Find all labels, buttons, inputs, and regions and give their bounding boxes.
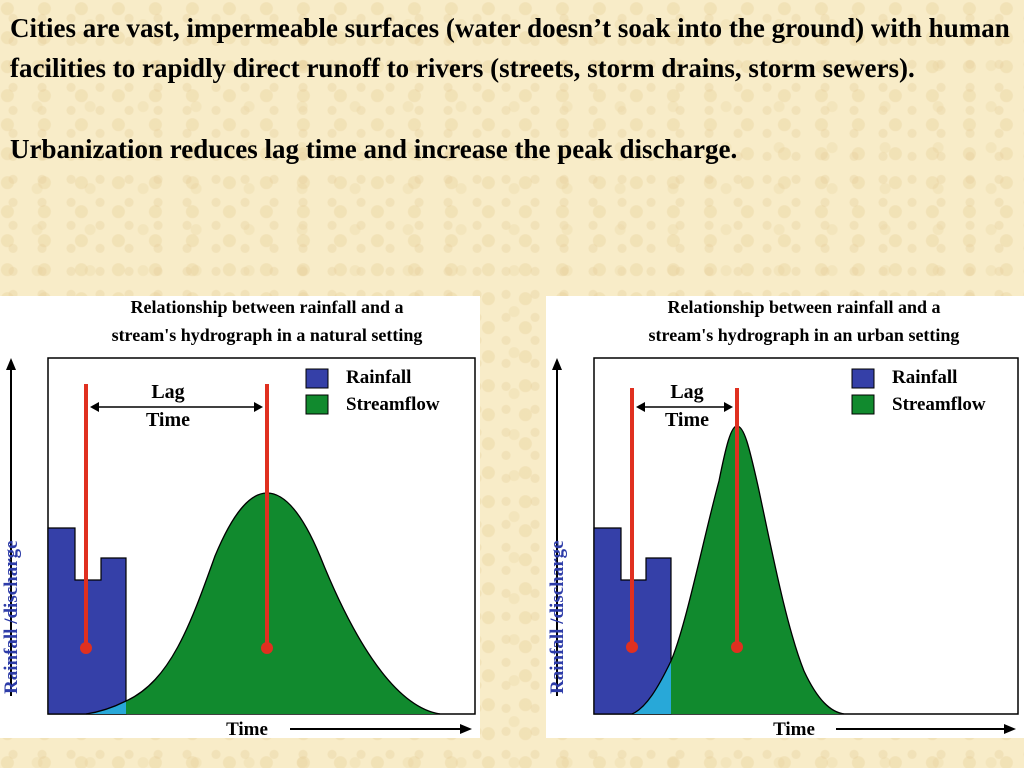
y-axis-arrowhead [552,358,562,370]
paragraph-impermeable-surfaces: Cities are vast, impermeable surfaces (w… [10,13,1010,83]
legend-streamflow-swatch [851,394,875,415]
paragraph-urbanization-summary: Urbanization reduces lag time and increa… [10,134,738,164]
rainfall-streamflow-overlap [86,701,126,714]
time-label: Time [665,409,709,431]
lag-arrowhead-right [724,402,733,412]
lag-label: Lag [151,381,184,403]
figure-title-line1: Relationship between rainfall and a [667,297,940,317]
peak-discharge-dot [261,642,273,654]
streamflow-curve [126,493,440,714]
figure-title-line1: Relationship between rainfall and a [130,297,403,317]
x-axis-label: Time [773,719,815,738]
lag-arrowhead-right [254,402,263,412]
lag-label: Lag [670,381,703,403]
x-axis-arrowhead [460,724,472,734]
legend-streamflow-label: Streamflow [892,394,986,415]
hydrograph-urban-svg: Relationship between rainfall and a stre… [547,297,1019,738]
legend-streamflow-label: Streamflow [346,394,440,415]
figure-title-line2: stream's hydrograph in an urban setting [649,325,960,345]
legend-rainfall-label: Rainfall [346,367,411,388]
figure-title-line2: stream's hydrograph in a natural setting [112,325,423,345]
x-axis-label: Time [226,719,268,738]
streamflow-outline [85,492,441,715]
legend-streamflow-swatch [305,394,329,415]
peak-discharge-dot [731,641,743,653]
legend-rainfall-swatch [305,368,329,389]
y-axis-label: Rainfall /discharge [547,540,568,694]
time-label: Time [146,409,190,431]
y-axis-arrowhead [6,358,16,370]
lag-arrowhead-left [90,402,99,412]
x-axis-arrowhead [1004,724,1016,734]
hydrograph-natural-figure: Relationship between rainfall and a stre… [0,296,480,738]
legend-rainfall-swatch [851,368,875,389]
hydrograph-natural-svg: Relationship between rainfall and a stre… [1,297,476,738]
streamflow-curve [671,426,844,714]
rainfall-streamflow-overlap [632,661,671,714]
lag-arrowhead-left [636,402,645,412]
rainfall-center-dot [80,642,92,654]
slide-text: Cities are vast, impermeable surfaces (w… [10,8,1010,169]
legend-rainfall-label: Rainfall [892,367,957,388]
rainfall-center-dot [626,641,638,653]
hydrograph-urban-figure: Relationship between rainfall and a stre… [546,296,1024,738]
y-axis-label: Rainfall /discharge [1,540,22,694]
